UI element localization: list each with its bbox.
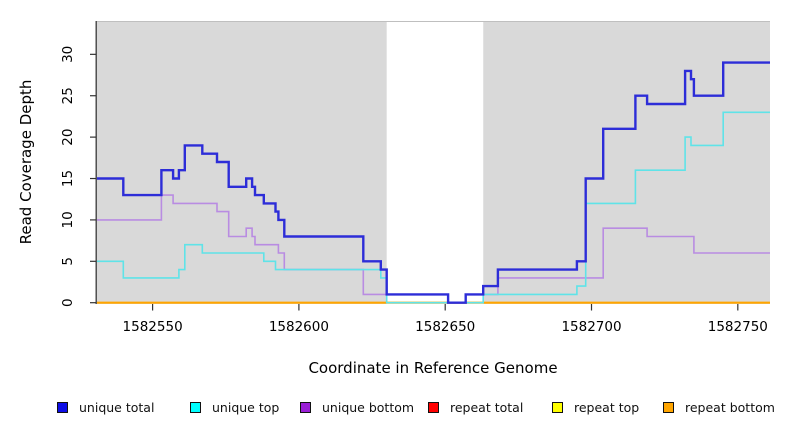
x-tick-label: 1582650 bbox=[415, 319, 475, 335]
legend-swatch-icon bbox=[300, 401, 311, 413]
legend-swatch-icon bbox=[663, 401, 674, 413]
y-tick-label: 30 bbox=[60, 46, 76, 63]
legend-label: unique total bbox=[79, 399, 155, 415]
y-tick-label: 10 bbox=[60, 211, 76, 228]
legend-label: repeat bottom bbox=[685, 399, 775, 415]
x-tick-label: 1582750 bbox=[708, 319, 768, 335]
y-axis-title: Read Coverage Depth bbox=[17, 79, 35, 245]
x-axis-title: Coordinate in Reference Genome bbox=[308, 359, 558, 377]
y-tick-label: 15 bbox=[60, 170, 76, 187]
y-tick-label: 5 bbox=[60, 257, 76, 266]
y-tick-label: 20 bbox=[60, 129, 76, 146]
x-tick-label: 1582550 bbox=[123, 319, 183, 335]
legend-item-repeat-bottom: repeat bottom bbox=[663, 399, 775, 415]
y-tick-label: 25 bbox=[60, 87, 76, 104]
legend-item-repeat-total: repeat total bbox=[428, 399, 523, 415]
x-tick-label: 1582700 bbox=[561, 319, 621, 335]
legend-label: repeat total bbox=[450, 399, 524, 415]
legend-item-repeat-top: repeat top bbox=[552, 399, 639, 415]
legend-swatch-icon bbox=[57, 401, 68, 413]
x-tick-label: 1582600 bbox=[269, 319, 329, 335]
series-line-unique-total bbox=[97, 61, 770, 304]
coverage-plot: 0 5 10 15 20 25 30 1582550 1582600 1582650 1582700… bbox=[60, 21, 770, 335]
legend-label: repeat top bbox=[574, 399, 640, 415]
legend-label: unique bottom bbox=[322, 399, 415, 415]
gap-band bbox=[386, 21, 484, 304]
legend-item-unique-top: unique top bbox=[190, 399, 279, 415]
legend-item-unique-bottom: unique bottom bbox=[300, 399, 414, 415]
legend-item-unique-total: unique total bbox=[57, 399, 154, 415]
legend-label: unique top bbox=[212, 399, 280, 415]
y-tick-label: 0 bbox=[60, 298, 76, 307]
series-line-unique-bottom bbox=[97, 194, 770, 304]
legend-swatch-icon bbox=[552, 401, 563, 413]
legend-swatch-icon bbox=[428, 401, 439, 413]
legend-swatch-icon bbox=[190, 401, 201, 413]
